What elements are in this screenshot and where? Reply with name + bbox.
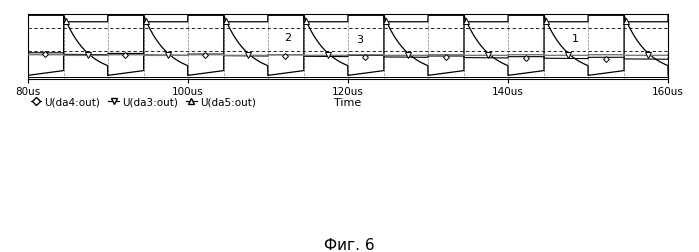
Text: Фиг. 6: Фиг. 6 [324, 238, 375, 252]
Text: 3: 3 [356, 35, 363, 45]
Legend: U(da4:out), U(da3:out), U(da5:out): U(da4:out), U(da3:out), U(da5:out) [27, 93, 260, 111]
X-axis label: Time: Time [334, 98, 361, 108]
Text: 2: 2 [284, 33, 291, 43]
Text: 1: 1 [572, 34, 579, 44]
